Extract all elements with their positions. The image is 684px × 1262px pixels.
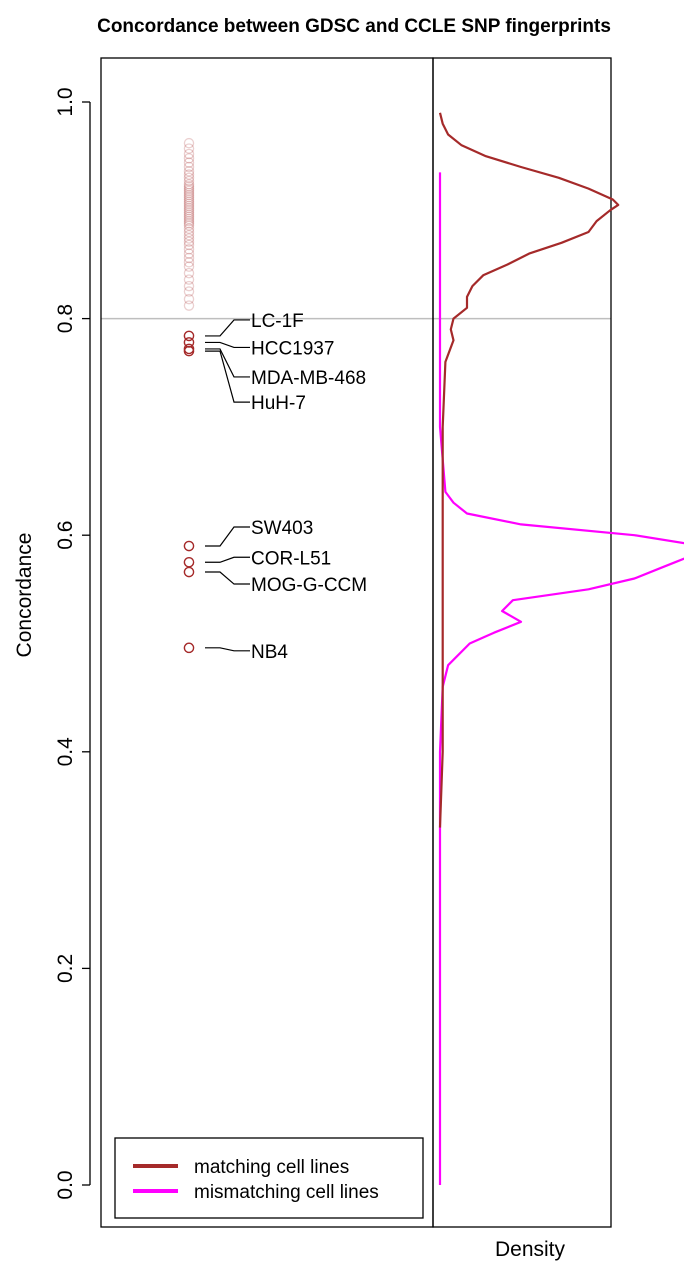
matching-point	[183, 189, 195, 201]
labeled-point	[183, 566, 195, 578]
legend-label-mismatching: mismatching cell lines	[194, 1182, 379, 1203]
leader-line	[205, 350, 250, 403]
matching-point	[183, 220, 195, 231]
point-label: SW403	[251, 518, 313, 539]
matching-point	[183, 215, 195, 227]
point-label: NB4	[251, 642, 288, 663]
matching-point	[183, 211, 195, 223]
matching-point	[183, 202, 195, 214]
matching-point	[183, 187, 195, 199]
matching-point	[183, 198, 195, 210]
matching-point	[183, 209, 195, 220]
density-axis-label: Density	[495, 1238, 566, 1261]
density-curve-matching	[438, 112, 620, 828]
labeled-point	[183, 330, 195, 342]
matching-point	[183, 196, 195, 207]
matching-point	[183, 161, 195, 173]
leader-line	[205, 319, 250, 337]
leader-line	[205, 556, 250, 563]
matching-point	[183, 183, 195, 194]
matching-point	[183, 157, 195, 168]
chart-title: Concordance between GDSC and CCLE SNP fi…	[97, 16, 611, 37]
matching-point	[183, 194, 195, 205]
legend-label-matching: matching cell lines	[194, 1157, 349, 1178]
matching-point	[183, 200, 195, 212]
matching-point	[183, 261, 195, 272]
matching-point	[183, 148, 195, 160]
matching-point	[183, 166, 195, 177]
labeled-point	[183, 556, 195, 568]
matching-point	[183, 223, 195, 234]
leader-line	[205, 341, 250, 349]
matching-point	[183, 179, 195, 190]
matching-point	[183, 257, 195, 268]
matching-point	[183, 274, 195, 285]
matching-point	[183, 181, 195, 192]
y-axis-label: Concordance	[13, 533, 36, 658]
matching-point	[183, 233, 195, 244]
legend: matching cell lines mismatching cell line…	[114, 1137, 424, 1219]
leader-line	[205, 348, 250, 378]
matching-point	[183, 137, 195, 149]
leader-line	[205, 571, 250, 585]
labeled-point	[183, 642, 195, 654]
legend-box	[114, 1137, 424, 1219]
leader-line	[205, 647, 250, 652]
y-tick-label: 0.0	[54, 1170, 77, 1199]
y-tick-label: 0.2	[54, 954, 77, 983]
point-label: MDA-MB-468	[251, 368, 366, 389]
y-tick-label: 1.0	[54, 87, 77, 116]
matching-point	[183, 236, 195, 247]
matching-point	[183, 143, 195, 154]
y-tick-label: 0.4	[54, 737, 77, 767]
matching-point	[183, 218, 195, 229]
point-label: LC-1F	[251, 311, 304, 332]
matching-point	[183, 286, 195, 297]
matching-point	[183, 239, 195, 251]
matching-point	[183, 252, 195, 264]
matching-point	[183, 207, 195, 218]
matching-point	[183, 153, 195, 164]
matching-point	[183, 169, 195, 180]
point-label: HuH-7	[251, 393, 306, 414]
matching-point	[183, 185, 195, 197]
labeled-point	[183, 343, 195, 355]
point-label: COR-L51	[251, 548, 331, 569]
y-tick-label: 0.8	[54, 304, 77, 333]
density-curve-mismatching	[438, 172, 684, 1185]
matching-point	[183, 175, 195, 187]
matching-point	[183, 244, 195, 255]
matching-point	[183, 280, 195, 292]
matching-point	[183, 226, 195, 238]
matching-point	[183, 293, 195, 305]
leader-line	[205, 526, 250, 547]
y-tick-label: 0.6	[54, 521, 77, 550]
density-panel-frame	[432, 57, 612, 1228]
matching-point	[183, 267, 195, 279]
matching-point	[183, 205, 195, 216]
matching-point	[183, 213, 195, 225]
point-label: HCC1937	[251, 338, 334, 359]
labeled-point	[183, 345, 195, 357]
labeled-point	[183, 540, 195, 552]
matching-point	[183, 248, 195, 259]
matching-point	[183, 192, 195, 203]
matching-point	[183, 229, 195, 241]
point-label: MOG-G-CCM	[251, 575, 367, 596]
matching-point	[183, 300, 195, 311]
matching-point	[183, 172, 195, 184]
